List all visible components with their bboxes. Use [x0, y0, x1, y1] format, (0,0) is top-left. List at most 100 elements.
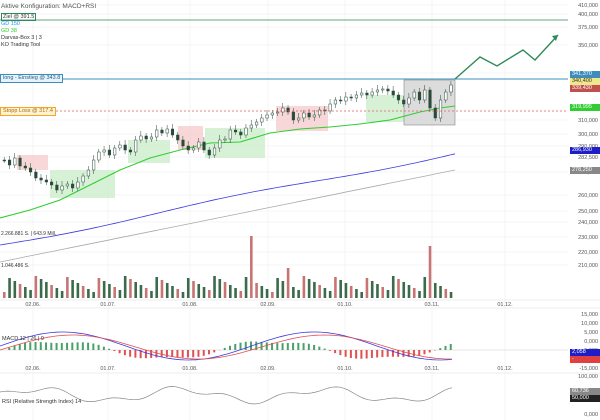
price-tick-label: 375,000 — [578, 25, 598, 31]
price-tick-label: 230,000 — [578, 235, 598, 241]
macd-histogram-bar — [213, 350, 216, 353]
candle-body — [255, 121, 259, 126]
candle-body — [13, 157, 17, 166]
volume-bar — [328, 291, 332, 298]
volume-bar — [255, 283, 258, 298]
volume-bar — [60, 291, 64, 298]
macd-histogram-bar — [176, 350, 179, 358]
macd-histogram-bar — [29, 342, 32, 350]
macd-histogram-bar — [171, 350, 174, 357]
volume-bar — [302, 276, 306, 298]
candle-body — [307, 112, 311, 118]
macd-histogram-bar — [155, 350, 158, 358]
candle-body — [218, 139, 222, 149]
volume-bar — [292, 287, 295, 298]
macd-histogram-bar — [439, 348, 442, 350]
volume-bar — [260, 286, 264, 298]
macd-histogram-bar — [192, 350, 195, 358]
macd-histogram-bar — [108, 348, 111, 350]
macd-histogram-bar — [418, 350, 421, 356]
macd-histogram-bar — [260, 342, 263, 350]
stop-loss-tag[interactable]: Stopp Loss @ 317.4 — [0, 107, 56, 116]
macd-histogram-bar — [276, 343, 279, 350]
macd-histogram-bar — [360, 350, 363, 359]
rsi-label: RSI (Relative Strength Index) 14 — [2, 399, 82, 405]
candle-body — [438, 99, 443, 119]
macd-histogram-bar — [402, 350, 405, 357]
macd-histogram-bar — [365, 350, 368, 359]
macd-tick-label: 0,000 — [584, 339, 598, 345]
volume-bar — [313, 282, 316, 298]
legend-gd150-label: GD 150 — [1, 21, 20, 27]
volume-bar — [339, 280, 342, 298]
macd-histogram-bar — [50, 342, 53, 350]
long-entry-tag[interactable]: long - Einstieg @ 343.8 — [0, 74, 64, 83]
candle-body — [23, 165, 27, 169]
volume-bar — [102, 281, 106, 298]
volume-bar — [433, 283, 437, 298]
projection-arrowhead — [552, 35, 558, 41]
volume-bar — [213, 276, 216, 298]
candle-body — [212, 147, 217, 156]
macd-histogram-bar — [376, 350, 379, 358]
macd-histogram-bar — [381, 350, 384, 358]
volume-bar — [271, 292, 274, 298]
macd-histogram-bar — [370, 350, 373, 358]
candle-body — [365, 92, 369, 96]
volume-bar — [239, 291, 243, 298]
volume-bar — [250, 236, 253, 298]
macd-histogram-bar — [129, 350, 132, 357]
macd-histogram-bar — [313, 344, 316, 350]
macd-histogram-bar — [66, 342, 69, 350]
volume-bar — [8, 278, 11, 298]
macd-histogram-bar — [24, 342, 27, 350]
candle-body — [181, 139, 185, 147]
volume-bar — [318, 285, 321, 298]
volume-bar — [376, 284, 379, 298]
volume-bar — [45, 282, 48, 298]
candle-body — [391, 90, 395, 96]
time-tick-label: 01.08. — [182, 366, 198, 372]
macd-histogram-bar — [97, 344, 100, 350]
macd-tick-label: 15,000 — [581, 312, 598, 318]
candle-body — [191, 147, 196, 151]
volume-bar — [365, 278, 369, 298]
candle-body — [71, 183, 75, 189]
time-tick-label: 02.06. — [25, 302, 41, 308]
candle-body — [34, 171, 38, 179]
candle-body — [160, 129, 164, 134]
macd-histogram-bar — [355, 350, 358, 359]
volume-bar — [349, 286, 353, 298]
candle-body — [170, 128, 175, 136]
volume-bar — [202, 287, 206, 298]
darvas-box — [128, 140, 170, 163]
candle-body — [55, 184, 59, 191]
volume-bar — [108, 284, 111, 298]
time-tick-label: 01.07. — [100, 302, 116, 308]
volume-bar — [428, 246, 432, 298]
candle-body — [92, 159, 96, 171]
macd-tick-label: -15,000 — [579, 366, 598, 372]
price-tick-label: 240,000 — [578, 220, 598, 226]
gd150-line — [0, 153, 456, 246]
time-tick-label: 01.07. — [100, 366, 116, 372]
candle-body — [202, 141, 206, 151]
volume-bar — [444, 289, 448, 298]
volume-bar — [286, 268, 290, 298]
volume-bar — [244, 277, 248, 298]
volume-bar — [186, 278, 190, 298]
volume-bar — [76, 283, 80, 298]
volume-bar — [29, 290, 32, 298]
candle-body — [186, 145, 190, 151]
volume-bar — [344, 283, 348, 298]
legend-darvas: Darvas-Box 3 | 3 — [1, 35, 42, 41]
volume-bar — [397, 279, 400, 298]
macd-histogram-bar — [444, 345, 447, 350]
candle-body — [302, 112, 306, 119]
volume-bar — [391, 276, 395, 298]
candle-body — [176, 134, 180, 141]
macd-histogram-bar — [60, 342, 63, 350]
macd-histogram-bar — [71, 342, 74, 350]
